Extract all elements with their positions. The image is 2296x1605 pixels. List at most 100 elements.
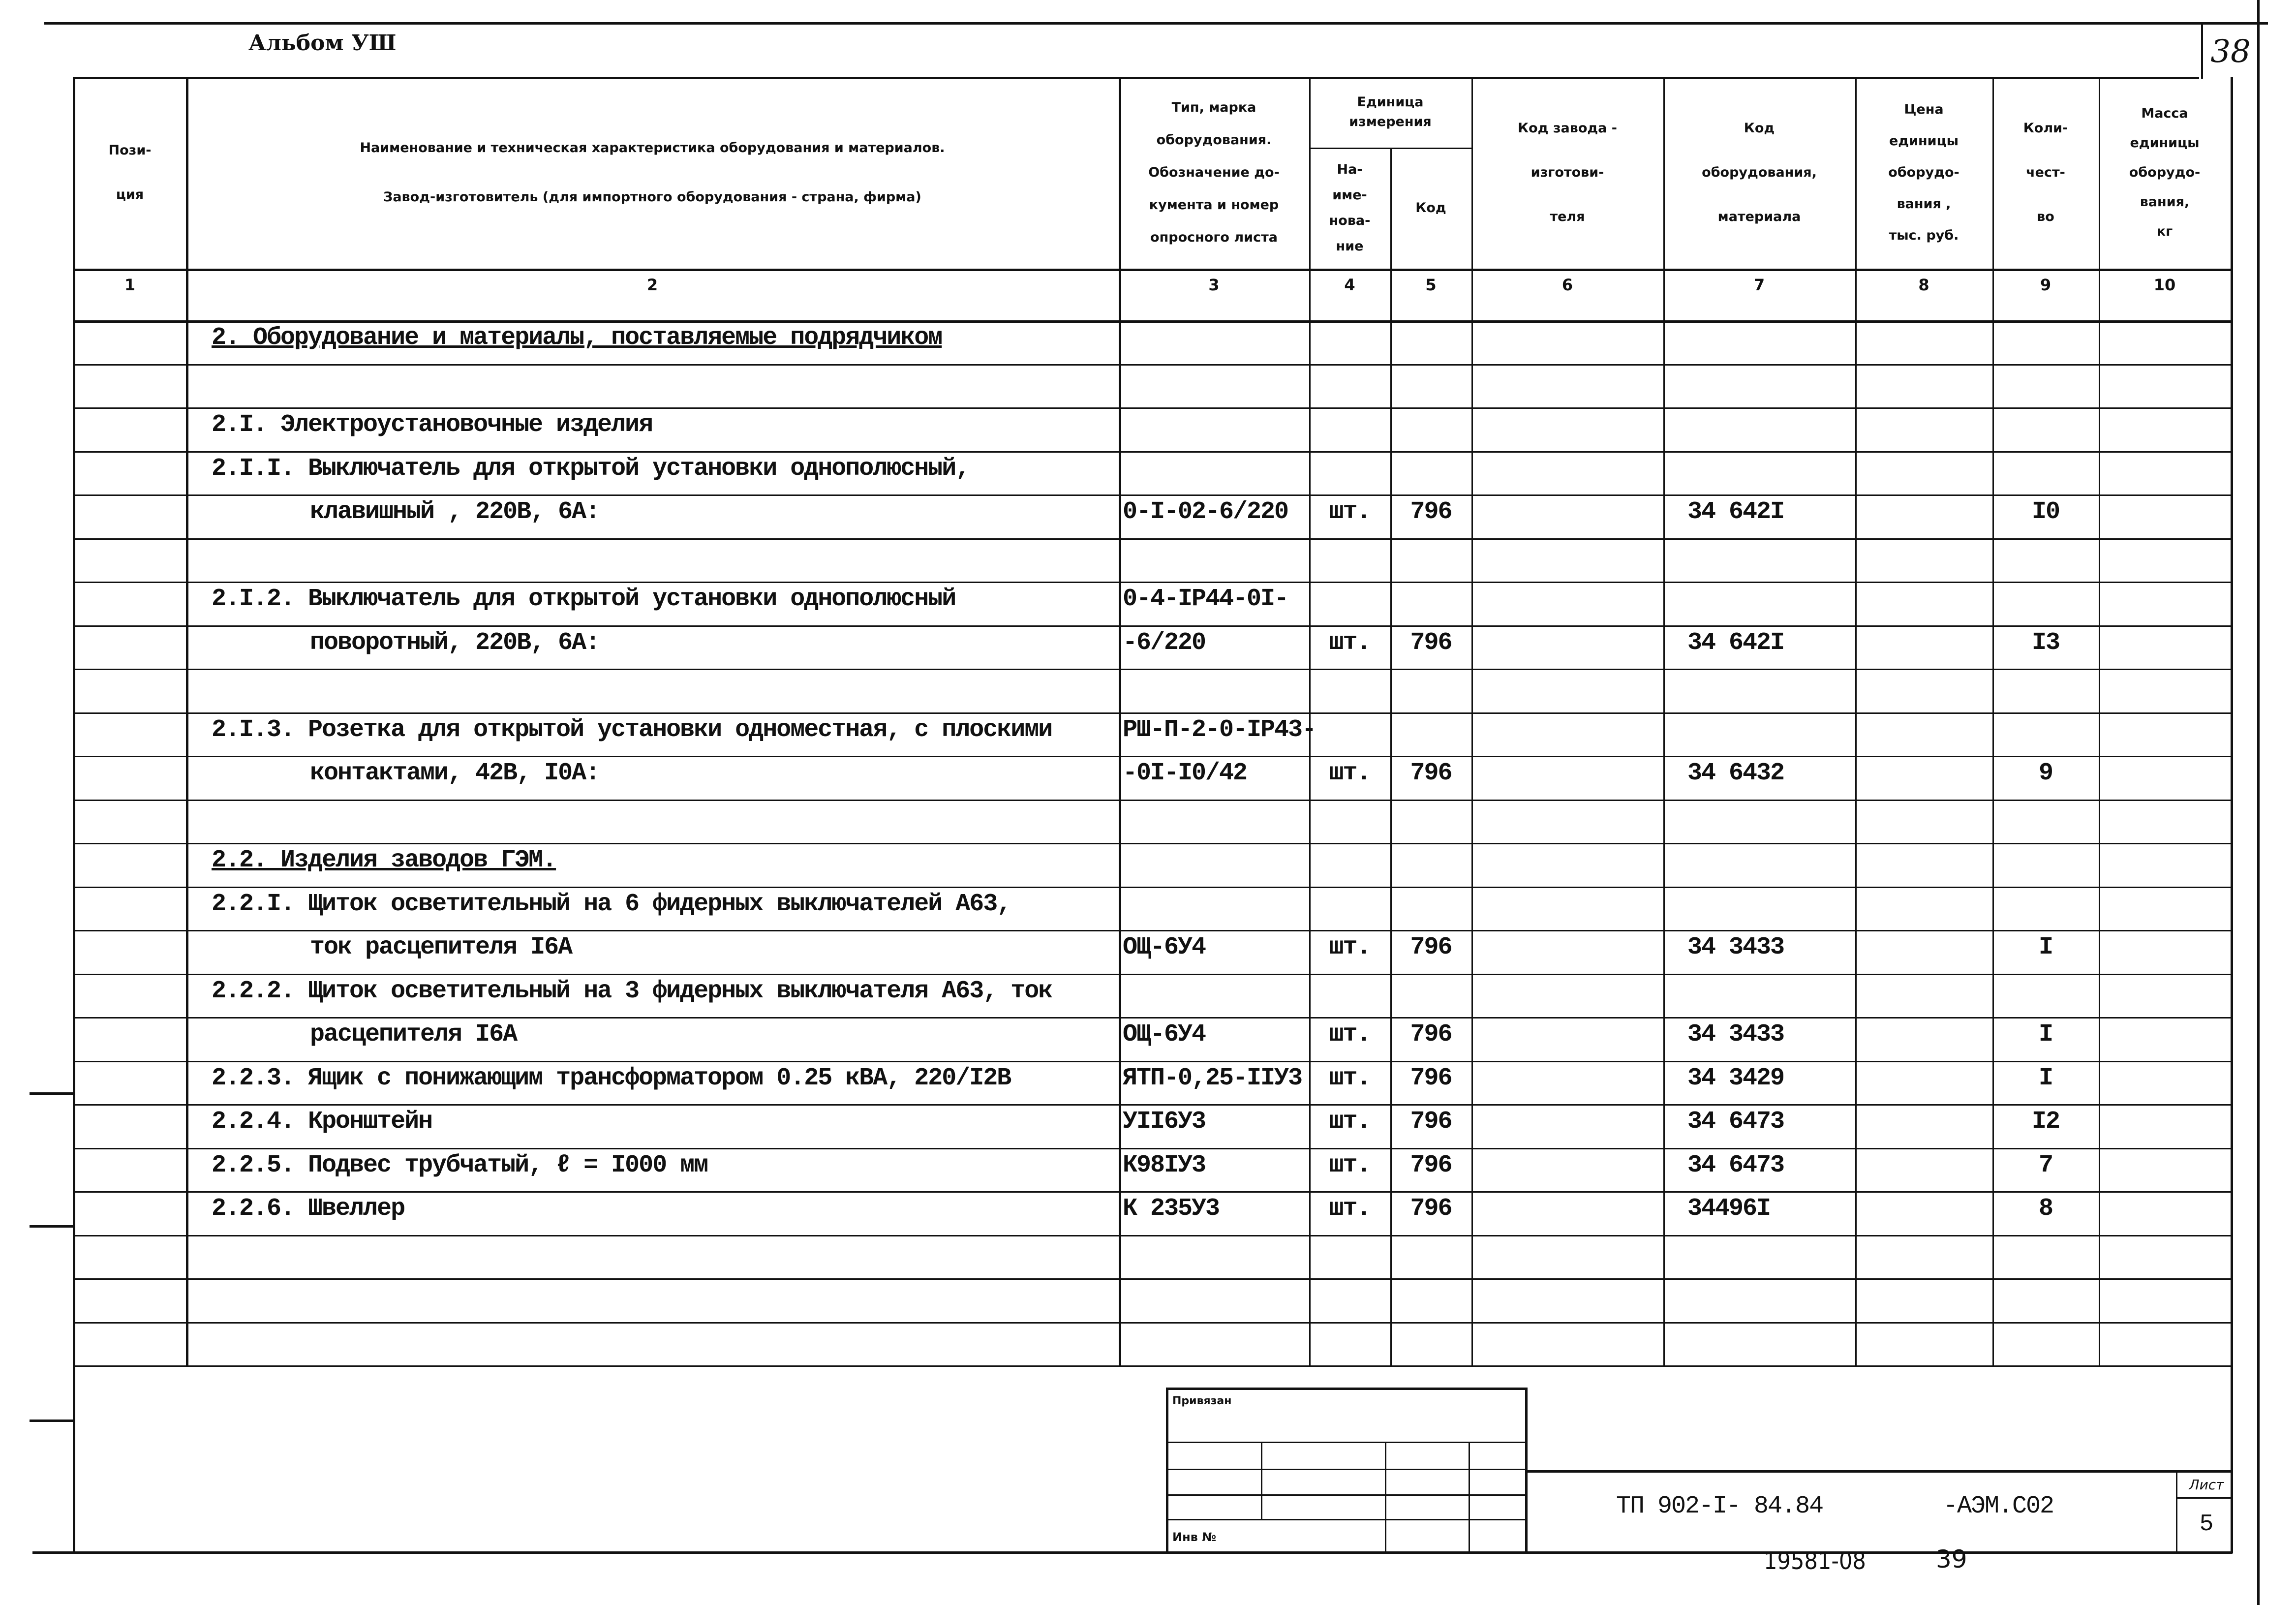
header-line: вания ,	[1897, 196, 1951, 212]
item-type: ОЩ-6У4	[1123, 1020, 1206, 1049]
table-row	[0, 796, 2296, 839]
item-type: ЯТП-0,25-IIУ3	[1123, 1064, 1303, 1092]
footer-page-number: 39	[1936, 1545, 1967, 1574]
table-row: 2.2.5. Подвес трубчатый, ℓ = I000 мм К98I…	[0, 1144, 2296, 1188]
table-row: 2.2.I. Щиток осветительный на 6 фидерных…	[0, 883, 2296, 926]
column-header-col4: На-име-нова-ние	[1309, 157, 1390, 259]
item-name: 2.2.I. Щиток осветительный на 6 фидерных…	[212, 890, 1011, 918]
item-name: 2.2. Изделия заводов ГЭМ.	[212, 846, 557, 874]
stamp-line	[1168, 1494, 1525, 1496]
header-line: вания,	[2140, 194, 2190, 210]
row-line	[74, 451, 2231, 453]
linked-label: Привязан	[1172, 1395, 1232, 1407]
margin-tick	[30, 1092, 74, 1095]
row-line	[74, 1060, 2231, 1062]
item-type: -6/220	[1123, 628, 1206, 657]
corner-sheet-number: 38	[2210, 33, 2251, 70]
item-type: -0I-I0/42	[1123, 759, 1248, 787]
header-line: Цена	[1904, 102, 1944, 117]
quantity: I2	[2031, 1108, 2060, 1136]
unit-code: 796	[1410, 1064, 1452, 1092]
quantity: I0	[2031, 498, 2060, 526]
header-line: Завод-изготовитель (для импортного обору…	[383, 189, 921, 205]
unit-name: шт.	[1329, 1195, 1371, 1223]
column-header-col8: Цена единицы оборудо-вания , тыс. руб.	[1855, 94, 1992, 251]
grid-line	[74, 77, 2199, 79]
column-line	[1309, 77, 1311, 1365]
row-line	[74, 407, 2231, 409]
item-type: К 235У3	[1123, 1195, 1220, 1223]
row-line	[74, 1147, 2231, 1149]
sheet-box-divider	[2176, 1473, 2177, 1554]
unit-name: шт.	[1329, 498, 1371, 526]
stamp-line	[1168, 1469, 1525, 1470]
margin-tick	[30, 1225, 74, 1228]
header-line: Наименование и техническая характеристик…	[360, 140, 945, 155]
row-line	[74, 1322, 2231, 1324]
table-row: поворотный, 220В, 6А: -6/220 шт. 796 34 642I…	[0, 621, 2296, 665]
quantity: I	[2038, 933, 2053, 961]
stamp-line	[1168, 1519, 1525, 1520]
header-line: Обозначение до-	[1148, 165, 1280, 180]
header-line: име-	[1332, 187, 1367, 203]
inventory-number-label: Инв №	[1172, 1530, 1217, 1544]
header-line: тыс. руб.	[1889, 228, 1959, 243]
column-header-col1: Пози-ция	[74, 128, 186, 217]
row-line	[74, 712, 2231, 714]
item-name: 2.I. Электроустановочные изделия	[212, 411, 653, 439]
header-line: ние	[1336, 239, 1364, 254]
header-line: кг	[2156, 224, 2173, 239]
item-type: 0-4-IP44-0I-	[1123, 585, 1289, 613]
header-line: ция	[116, 187, 144, 202]
stamp-line	[1168, 1442, 1525, 1443]
item-type: К98IУ3	[1123, 1151, 1206, 1179]
table-row: ток расцепителя I6А ОЩ-6У4 шт. 796 34 3433 I	[0, 926, 2296, 970]
column-number: 9	[2040, 276, 2051, 294]
column-number: 1	[124, 276, 136, 294]
quantity: I	[2038, 1064, 2053, 1092]
album-title: Альбом УШ	[248, 31, 397, 56]
unit-code: 796	[1410, 933, 1452, 961]
column-header-col3: Тип, марка оборудования. Обозначение до-ку…	[1119, 92, 1309, 254]
table-row: расцепителя I6А ОЩ-6У4 шт. 796 34 3433 I	[0, 1013, 2296, 1057]
left-frame-line	[73, 77, 75, 1553]
item-type: 0-I-02-6/220	[1123, 498, 1289, 526]
header-line: Код	[1744, 121, 1775, 136]
item-type: РШ-П-2-0-IP43-	[1123, 715, 1316, 744]
column-line	[1471, 77, 1473, 1365]
unit-code: 796	[1410, 759, 1452, 787]
row-line	[74, 364, 2231, 366]
column-number: 2	[646, 276, 658, 294]
equipment-code: 34 3433	[1687, 1020, 1785, 1049]
row-line	[74, 1365, 2231, 1367]
table-row: 2.I. Электроустановочные изделия	[0, 403, 2296, 447]
title-block: ТП 902-I- 84.84 -АЭМ.С02 Лист 5	[1525, 1470, 2233, 1554]
stamp-line	[1385, 1442, 1386, 1554]
item-type: ОЩ-6У4	[1123, 933, 1206, 961]
row-line	[74, 669, 2231, 670]
linked-stamp-block: Привязан Инв №	[1166, 1388, 1528, 1554]
sheet-box-divider	[2176, 1497, 2233, 1499]
column-header-col6: Код завода - изготови-теля	[1471, 106, 1663, 239]
header-line: единицы	[1889, 133, 1959, 149]
item-name: 2.2.3. Ящик с понижающим трансформатором…	[212, 1064, 1011, 1092]
table-row	[0, 1231, 2296, 1275]
header-line: кумента и номер	[1149, 197, 1279, 213]
equipment-code: 34 642I	[1687, 628, 1785, 657]
column-line	[1855, 77, 1857, 1365]
item-name: контактами, 42В, I0А:	[310, 759, 600, 787]
header-line: На-	[1337, 162, 1363, 177]
table-row: контактами, 42В, I0А: -0I-I0/42 шт. 796 34 6…	[0, 752, 2296, 796]
unit-group-line	[1309, 148, 1471, 149]
item-name: поворотный, 220В, 6А:	[310, 628, 600, 657]
item-name: 2.I.2. Выключатель для открытой установк…	[212, 585, 956, 613]
equipment-code: 34 6473	[1687, 1108, 1785, 1136]
table-row: 2.2. Изделия заводов ГЭМ.	[0, 839, 2296, 883]
table-row	[0, 534, 2296, 578]
document-suffix: -АЭМ.С02	[1943, 1492, 2054, 1520]
row-line	[74, 538, 2231, 540]
row-line	[74, 1235, 2231, 1236]
item-name: 2.2.2. Щиток осветительный на 3 фидерных…	[212, 977, 1053, 1005]
column-number: 5	[1425, 276, 1437, 294]
unit-name: шт.	[1329, 759, 1371, 787]
